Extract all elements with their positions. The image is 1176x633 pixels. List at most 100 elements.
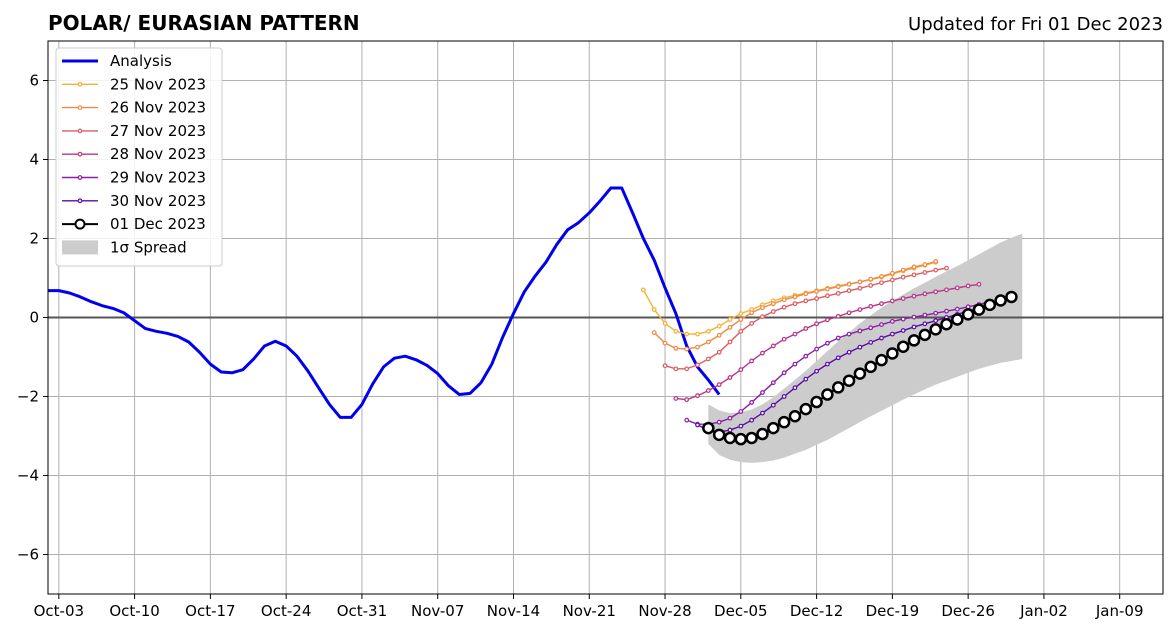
forecast-point (781, 336, 787, 342)
forecast-point (879, 280, 884, 286)
y-tick-label: −2 (17, 388, 39, 406)
y-tick-label: 0 (29, 309, 39, 327)
x-tick-label: Oct-17 (185, 602, 235, 620)
x-tick-label: Nov-14 (487, 602, 540, 620)
forecast-point (767, 421, 780, 435)
y-tick-label: −4 (17, 467, 39, 485)
forecast-point (749, 310, 755, 316)
x-tick-label: Nov-21 (563, 602, 616, 620)
forecast-27-nov-2023 (662, 265, 949, 372)
forecast-point (814, 321, 819, 327)
forecast-point (868, 339, 874, 345)
forecast-point (727, 317, 733, 322)
forecast-point (716, 323, 722, 329)
forecast-point (781, 297, 787, 303)
forecast-point (972, 303, 986, 316)
forecast-point (933, 318, 939, 324)
forecast-line (642, 261, 936, 335)
forecast-point (835, 313, 841, 319)
legend-label: 25 Nov 2023 (110, 75, 206, 93)
legend-box (55, 47, 223, 267)
x-tick-label: Oct-31 (337, 602, 387, 620)
forecast-point (889, 277, 895, 283)
forecast-point (857, 328, 863, 334)
forecast-point (760, 390, 765, 395)
forecast-point (835, 355, 841, 361)
forecast-point (662, 340, 668, 346)
forecast-point (770, 402, 776, 408)
forecast-point (857, 285, 863, 291)
forecast-point (825, 340, 830, 346)
forecast-point (695, 344, 700, 350)
forecast-point (922, 291, 928, 297)
forecast-point (911, 264, 917, 270)
spread-band (708, 233, 1023, 463)
forecast-point (749, 417, 755, 423)
forecast-point (868, 304, 874, 309)
forecast-point (922, 312, 928, 318)
legend-label: 27 Nov 2023 (110, 122, 206, 140)
forecast-point (695, 331, 700, 337)
forecast-point (857, 344, 863, 350)
x-tick-label: Nov-28 (638, 602, 691, 620)
forecast-point (825, 293, 830, 299)
legend-entry: 28 Nov 2023 (62, 145, 206, 163)
legend-label: 29 Nov 2023 (110, 169, 206, 187)
forecast-point (825, 286, 830, 292)
legend-entry: 01 Dec 2023 (62, 215, 206, 233)
forecast-point (994, 294, 1007, 307)
chart-subtitle: Updated for Fri 01 Dec 2023 (908, 14, 1163, 35)
forecast-point (875, 353, 888, 367)
forecast-point (933, 259, 939, 264)
legend-marker (77, 128, 83, 134)
forecast-point (760, 410, 765, 416)
forecast-point (651, 307, 657, 313)
legend-marker (77, 81, 83, 87)
forecast-point (853, 367, 867, 380)
legend-label: 1σ Spread (110, 238, 187, 256)
forecast-point (954, 306, 960, 312)
forecast-point (889, 331, 895, 337)
x-tick-label: Dec-19 (866, 602, 920, 620)
forecast-point (745, 431, 758, 445)
forecast-point (940, 317, 953, 331)
forecast-point (792, 385, 798, 391)
forecast-point (868, 276, 874, 282)
forecast-point (705, 356, 711, 362)
forecast-point (749, 321, 755, 326)
spread-layer (708, 233, 1023, 463)
forecast-point (712, 428, 726, 442)
y-tick-label: 2 (29, 230, 39, 248)
forecast-point (842, 374, 856, 387)
forecast-point (803, 291, 809, 297)
forecast-point (821, 388, 834, 401)
x-tick-label: Jan-09 (1095, 602, 1144, 620)
forecast-point (734, 432, 748, 446)
forecast-point (684, 397, 690, 403)
forecast-point (911, 293, 917, 299)
x-tick-label: Dec-26 (941, 602, 995, 620)
forecast-point (673, 366, 679, 372)
legend-marker (77, 105, 83, 110)
forecast-point (738, 409, 744, 414)
forecast-point (951, 313, 964, 326)
forecast-point (846, 331, 852, 337)
forecast-point (684, 346, 690, 352)
forecast-point (749, 358, 755, 364)
forecast-point (792, 331, 798, 337)
forecast-point (835, 335, 841, 341)
forecast-point (857, 279, 863, 285)
forecast-point (961, 308, 975, 321)
forecast-point (727, 339, 733, 345)
forecast-point (944, 265, 949, 271)
forecast-point (879, 322, 884, 328)
forecast-point (922, 321, 928, 327)
legend-label: 26 Nov 2023 (110, 99, 206, 117)
axis-ticks: Oct-03 Oct-10 Oct-17 Oct-24 Oct-31 Nov-07 Nov-… (17, 72, 1144, 621)
forecast-point (777, 415, 791, 429)
forecast-point (716, 332, 722, 338)
forecast-point (846, 281, 852, 287)
forecast-point (760, 305, 765, 311)
forecast-point (929, 323, 942, 336)
